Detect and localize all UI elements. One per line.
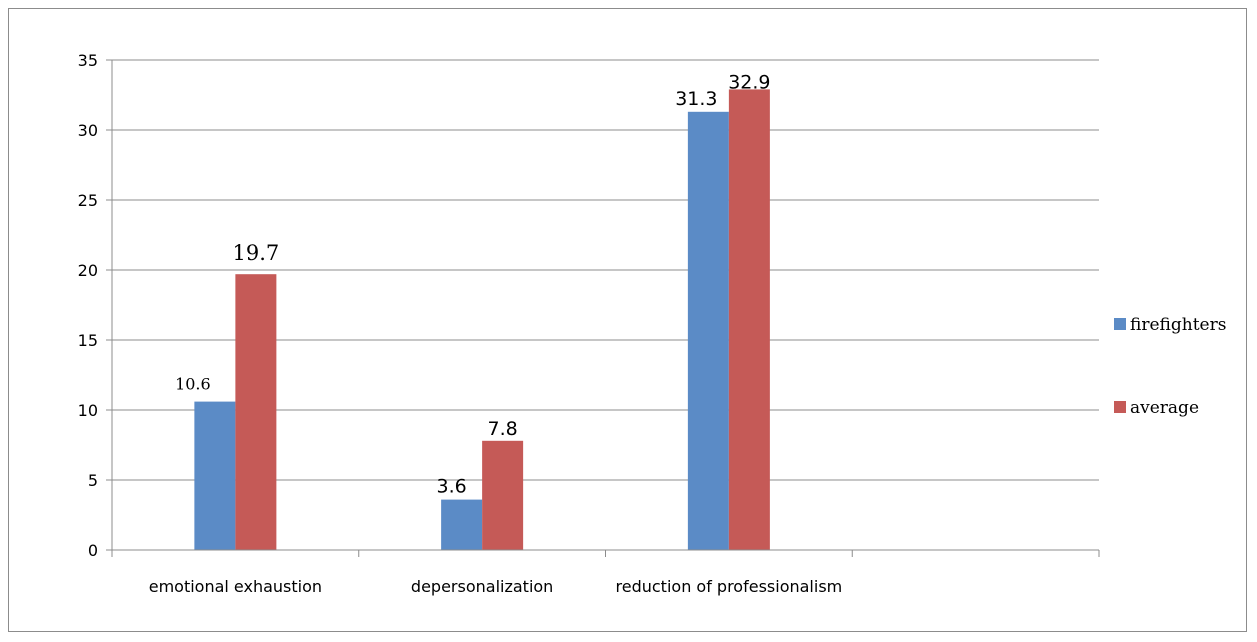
legend-swatch-average: [1114, 401, 1126, 413]
y-tick-label: 25: [78, 191, 98, 210]
y-tick-label: 0: [88, 541, 98, 560]
y-tick-label: 20: [78, 261, 98, 280]
data-labels: 10.6 3.6 31.3 19.7 7.8 32.9: [175, 71, 770, 497]
x-tick-label: reduction of professionalism: [616, 577, 843, 596]
bars: [194, 89, 770, 551]
bar-average-2: [728, 89, 770, 551]
bar-firefighters-2: [687, 111, 729, 551]
bar-average-1: [482, 440, 524, 550]
y-tick-label: 15: [78, 331, 98, 350]
x-axis-ticks: emotional exhaustion depersonalization red…: [149, 577, 843, 596]
legend: firefighters average: [1114, 315, 1226, 418]
y-tick-label: 5: [88, 471, 98, 490]
bar-firefighters-0: [194, 401, 236, 550]
data-label-firefighters-0: 10.6: [175, 375, 211, 394]
data-label-average-2: 32.9: [728, 71, 770, 93]
bar-firefighters-1: [441, 499, 483, 550]
bar-average-0: [235, 274, 277, 550]
data-label-firefighters-1: 3.6: [437, 476, 467, 498]
data-label-average-1: 7.8: [488, 418, 518, 440]
data-label-average-0: 19.7: [232, 241, 279, 265]
axes: [106, 59, 1100, 557]
data-label-firefighters-2: 31.3: [675, 88, 717, 110]
y-tick-label: 10: [78, 401, 98, 420]
y-tick-label: 30: [78, 121, 98, 140]
legend-label-average: average: [1130, 398, 1199, 418]
legend-label-firefighters: firefighters: [1130, 315, 1226, 335]
y-axis-ticks: 0 5 10 15 20 25 30 35: [78, 51, 98, 560]
gridlines: [112, 59, 1099, 481]
legend-swatch-firefighters: [1114, 318, 1126, 330]
y-tick-label: 35: [78, 51, 98, 70]
x-tick-label: depersonalization: [411, 577, 553, 596]
x-tick-label: emotional exhaustion: [149, 577, 322, 596]
